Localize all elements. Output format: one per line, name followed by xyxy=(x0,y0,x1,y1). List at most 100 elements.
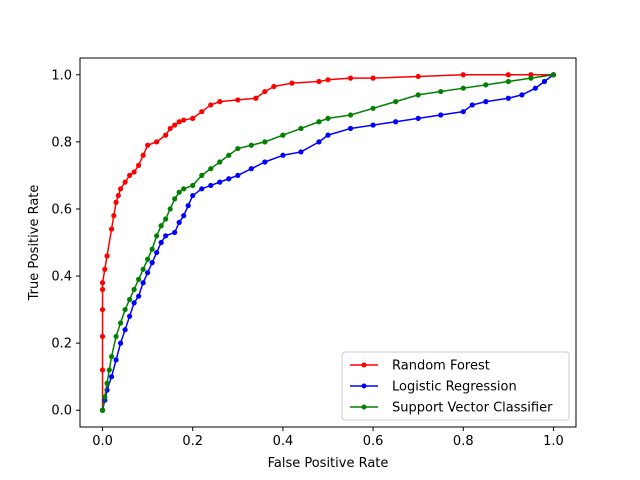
data-point xyxy=(115,192,121,199)
series-logistic-regression xyxy=(99,72,557,413)
data-point xyxy=(106,367,112,373)
data-point xyxy=(298,125,304,132)
data-point xyxy=(140,280,146,286)
data-point xyxy=(145,256,151,262)
data-point xyxy=(280,152,286,158)
data-point xyxy=(226,152,232,158)
x-tick-label: 0.0 xyxy=(92,434,113,449)
data-point xyxy=(532,85,539,91)
data-point xyxy=(108,353,115,360)
data-point xyxy=(438,88,444,95)
data-point xyxy=(127,172,133,179)
data-point xyxy=(316,78,322,85)
data-point xyxy=(235,172,241,179)
data-point xyxy=(158,239,164,246)
data-point xyxy=(172,122,178,128)
data-point xyxy=(217,99,223,105)
data-point xyxy=(117,186,124,192)
data-point xyxy=(113,357,119,363)
data-point xyxy=(541,78,548,85)
data-point xyxy=(208,182,214,189)
data-point xyxy=(208,166,214,172)
data-point xyxy=(248,142,254,148)
data-point xyxy=(99,407,106,413)
plot-frame xyxy=(79,57,577,428)
y-tick-label: 0.0 xyxy=(51,404,72,419)
data-point xyxy=(347,112,354,118)
data-point xyxy=(460,72,466,78)
data-point xyxy=(483,82,489,88)
data-point xyxy=(122,327,128,333)
data-point xyxy=(325,77,331,83)
data-point xyxy=(167,206,173,212)
legend-label: Random Forest xyxy=(392,359,490,374)
data-point xyxy=(347,125,354,132)
data-point xyxy=(154,233,160,239)
data-point xyxy=(370,122,376,128)
data-point xyxy=(460,85,466,91)
data-point xyxy=(117,320,124,326)
data-point xyxy=(271,83,277,90)
data-point xyxy=(140,266,146,272)
data-point xyxy=(104,253,110,259)
x-tick-label: 0.8 xyxy=(453,434,474,449)
data-point xyxy=(469,102,475,108)
data-point xyxy=(181,117,187,123)
data-point xyxy=(145,270,151,276)
data-point xyxy=(505,95,511,101)
data-point xyxy=(149,260,155,266)
data-point xyxy=(145,142,151,148)
data-point xyxy=(393,119,399,125)
data-point xyxy=(262,88,268,95)
data-point xyxy=(172,229,178,236)
data-point xyxy=(460,109,466,115)
legend-box xyxy=(341,351,570,421)
y-axis-label: True Positive Rate xyxy=(27,185,42,302)
data-point xyxy=(325,115,331,121)
data-point xyxy=(99,306,106,313)
data-point xyxy=(163,132,169,138)
data-point xyxy=(117,340,124,346)
data-point xyxy=(199,172,205,179)
ticks-layer: 0.0 0.2 0.4 0.6 0.8 1.0 0.0 0.2 0.4 0.6 0.8 1.0 xyxy=(51,68,563,449)
data-point xyxy=(528,75,534,81)
data-point xyxy=(370,105,376,111)
y-tick-label: 0.8 xyxy=(51,135,72,150)
data-point xyxy=(519,92,525,98)
data-point xyxy=(185,203,191,209)
data-point xyxy=(136,276,142,282)
data-point xyxy=(280,132,286,138)
data-point xyxy=(167,125,173,132)
data-point xyxy=(122,306,128,313)
data-point xyxy=(190,182,196,189)
data-point xyxy=(149,246,155,252)
data-point xyxy=(347,75,354,81)
data-point xyxy=(136,162,142,168)
x-tick-label: 0.4 xyxy=(273,434,294,449)
data-point xyxy=(289,80,295,86)
data-point xyxy=(298,149,304,155)
data-point xyxy=(248,166,254,172)
data-point xyxy=(415,73,421,80)
data-point xyxy=(104,380,110,386)
data-point xyxy=(102,266,108,272)
data-point xyxy=(99,367,106,373)
legend-label: Support Vector Classifier xyxy=(392,401,553,416)
data-point xyxy=(140,152,146,158)
data-point xyxy=(113,199,119,205)
y-tick-label: 1.0 xyxy=(51,68,72,83)
legend-swatch-marker xyxy=(361,383,367,389)
data-point xyxy=(253,95,259,101)
data-point xyxy=(316,119,322,125)
data-point xyxy=(99,286,106,293)
y-tick-label: 0.2 xyxy=(51,337,72,352)
data-point xyxy=(176,219,182,225)
data-point xyxy=(163,233,169,239)
data-point xyxy=(190,192,196,199)
x-axis-label: False Positive Rate xyxy=(268,456,389,471)
legend-item-support-vector-classifier: Support Vector Classifier xyxy=(350,401,553,416)
data-point xyxy=(235,97,241,103)
data-point xyxy=(370,75,376,81)
